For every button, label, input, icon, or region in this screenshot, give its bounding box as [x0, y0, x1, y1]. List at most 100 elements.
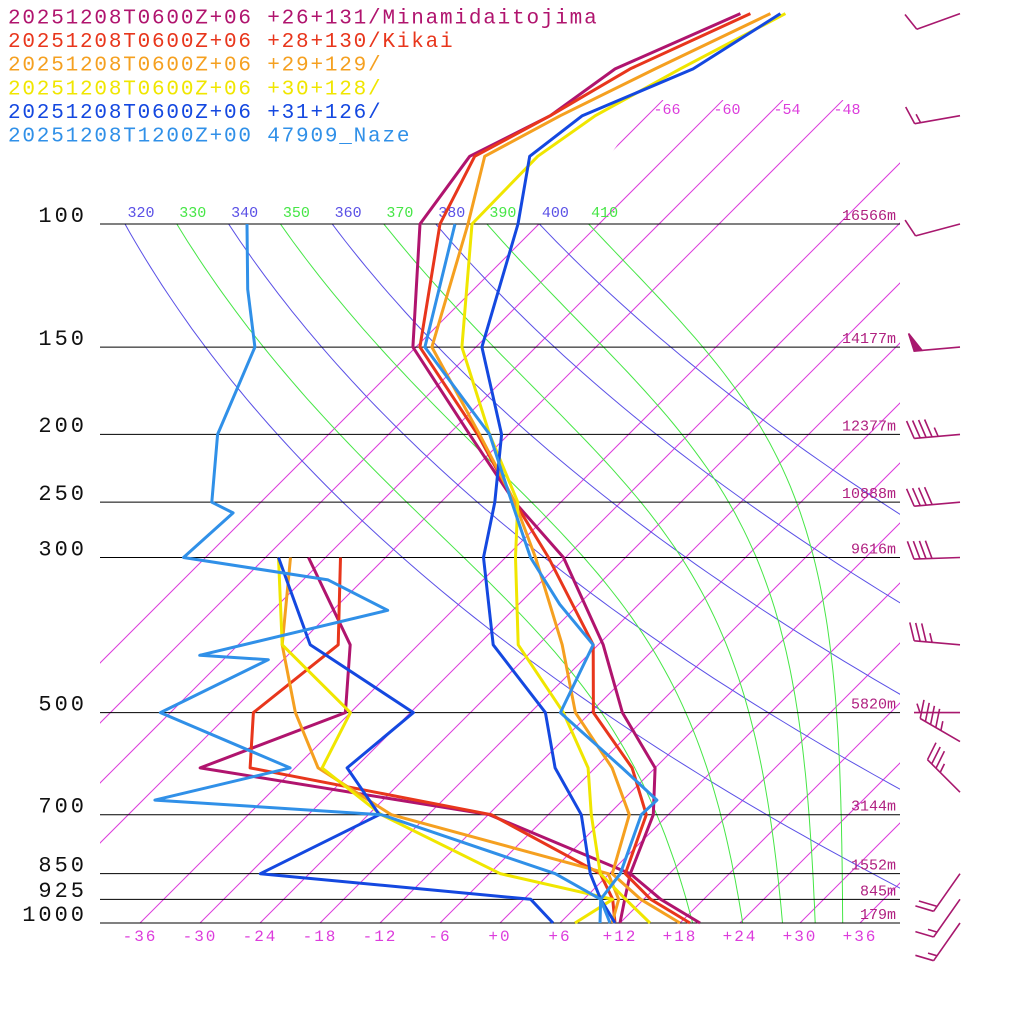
adiabat-label: 360 — [335, 205, 362, 222]
adiabat-label: 340 — [231, 205, 258, 222]
adiabat-label: 370 — [386, 205, 413, 222]
isotherm-label: -48 — [833, 102, 860, 119]
y-tick-label: 250 — [38, 482, 87, 507]
y-tick-label: 925 — [38, 879, 87, 904]
adiabat-label: 380 — [438, 205, 465, 222]
wind-barb — [907, 333, 961, 352]
isotherm — [499, 100, 900, 923]
adiabat — [331, 224, 900, 695]
height-label: 3144m — [851, 799, 896, 816]
wind-barb — [915, 873, 961, 913]
wind-barb — [905, 419, 961, 440]
x-tick-label: -18 — [303, 928, 338, 946]
adiabat-label: 320 — [127, 205, 154, 222]
temperature-line — [430, 12, 772, 925]
x-tick-label: +36 — [843, 928, 878, 946]
adiabat-label: 390 — [489, 205, 516, 222]
legend-entry: 20251208T1200Z+00 47909_Naze — [8, 126, 411, 149]
adiabat — [124, 224, 900, 889]
y-tick-label: 100 — [38, 204, 87, 229]
y-tick-label: 700 — [38, 795, 87, 820]
y-tick-label: 500 — [38, 692, 87, 717]
isotherm — [100, 100, 664, 923]
wind-barb — [915, 922, 961, 962]
adiabat — [228, 224, 900, 790]
height-label: 12377m — [842, 418, 896, 435]
height-label: 16566m — [842, 208, 896, 225]
y-tick-label: 200 — [38, 414, 87, 439]
adiabat — [539, 224, 900, 515]
height-label: 10888m — [842, 486, 896, 503]
wind-barb — [904, 106, 961, 125]
height-label: 845m — [860, 883, 896, 900]
y-tick-label: 850 — [38, 853, 87, 878]
adiabat-label: 350 — [283, 205, 310, 222]
x-tick-label: +6 — [548, 928, 571, 946]
dewpoint-line — [153, 223, 603, 924]
isotherm — [100, 100, 724, 923]
legend-entry: 20251208T0600Z+06 +29+129/ — [8, 55, 382, 78]
adiabats — [124, 224, 900, 923]
legend-entry: 20251208T0600Z+06 +28+130/Kikai — [8, 31, 454, 54]
x-tick-label: +12 — [603, 928, 638, 946]
axis-labels: -36 -30 -24 -18 -12 -6 +0 +6 +12 +18 +24 +30 +36 -66 -… — [22, 102, 896, 946]
isotherm — [100, 100, 784, 923]
y-tick-label: 300 — [38, 537, 87, 562]
height-label: 14177m — [842, 331, 896, 348]
dewpoint-line — [198, 556, 632, 924]
adiabat — [383, 224, 783, 923]
adiabat-label: 400 — [542, 205, 569, 222]
isotherm — [259, 100, 900, 923]
x-tick-label: -24 — [243, 928, 278, 946]
y-tick-label: 1000 — [22, 903, 87, 928]
isotherm — [100, 100, 844, 923]
isotherm — [439, 100, 900, 923]
isotherm — [559, 100, 900, 923]
x-tick-label: -12 — [363, 928, 398, 946]
wind-barb — [905, 486, 961, 507]
legend: 20251208T0600Z+06 +26+131/Minamidaitojim… — [8, 8, 598, 149]
adiabat — [435, 224, 900, 604]
isotherm — [619, 100, 900, 923]
y-tick-label: 150 — [38, 327, 87, 352]
height-label: 179m — [860, 907, 896, 924]
wind-barb — [906, 540, 961, 560]
x-tick-label: +0 — [488, 928, 511, 946]
isotherm — [139, 100, 900, 923]
temperature-line — [480, 12, 782, 924]
height-label: 9616m — [851, 541, 896, 558]
dewpoint-line — [248, 557, 617, 924]
adiabat — [486, 224, 816, 923]
wind-barb — [926, 742, 961, 793]
legend-entry: 20251208T0600Z+06 +30+128/ — [8, 78, 382, 101]
dewpoint-line — [280, 557, 621, 924]
wind-barb — [909, 622, 961, 646]
profiles — [153, 12, 787, 925]
adiabat — [279, 224, 744, 923]
temperature-line — [423, 223, 659, 924]
isotherm — [319, 100, 900, 923]
x-tick-label: -30 — [183, 928, 218, 946]
isotherm-label: -66 — [653, 102, 680, 119]
wind-barb — [919, 699, 961, 743]
isotherm — [679, 100, 900, 923]
isotherm — [199, 100, 900, 923]
adiabat-label: 330 — [179, 205, 206, 222]
legend-entry: 20251208T0600Z+06 +26+131/Minamidaitojim… — [8, 8, 598, 31]
isotherm-label: -60 — [713, 102, 740, 119]
adiabat — [588, 224, 844, 923]
dewpoint-line — [258, 556, 555, 925]
x-tick-label: +24 — [723, 928, 758, 946]
adiabat-label: 410 — [591, 205, 618, 222]
x-tick-label: -36 — [123, 928, 158, 946]
isotherm — [799, 100, 900, 923]
height-label: 1552m — [851, 858, 896, 875]
isotherm — [379, 100, 900, 923]
x-tick-label: +18 — [663, 928, 698, 946]
x-tick-label: +30 — [783, 928, 818, 946]
wind-barb — [915, 898, 961, 938]
temperature-line — [418, 12, 752, 925]
isotherm — [739, 100, 900, 923]
